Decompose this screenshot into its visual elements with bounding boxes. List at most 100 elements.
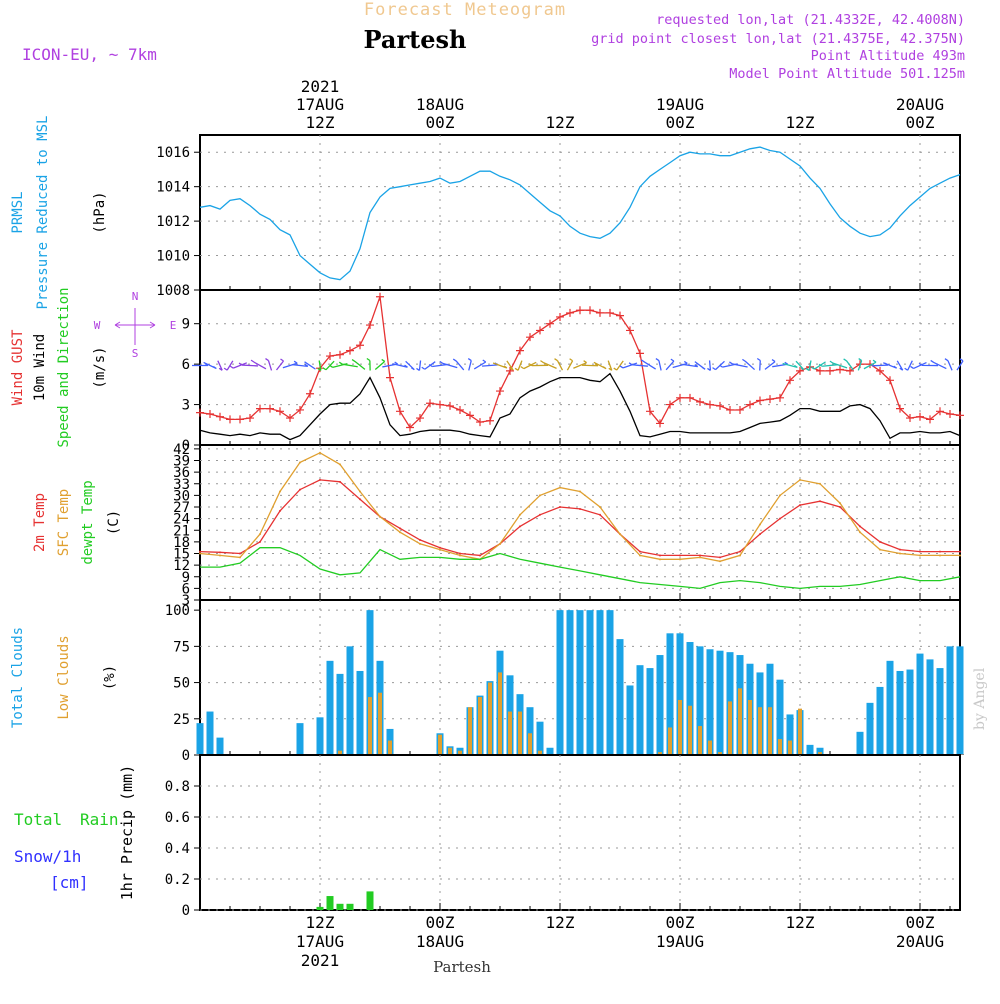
temperature-ytick-label: 6 — [182, 581, 190, 597]
top-date-label: 17AUG — [296, 95, 344, 114]
model-altitude: Model Point Altitude 501.125m — [729, 66, 965, 82]
wind-direction-arrow — [292, 363, 309, 367]
clouds-bar — [698, 726, 702, 755]
temperature-ytick-label: 12 — [173, 558, 190, 574]
wind-ytick-label: 0 — [182, 438, 190, 454]
wind-direction-arrow — [904, 360, 913, 371]
bottom-year-label: 2021 — [301, 951, 340, 970]
wind-axis-label: Wind GUST — [10, 329, 26, 405]
clouds-bar — [876, 686, 884, 755]
gust-marker — [926, 415, 934, 424]
temp-point — [339, 480, 341, 483]
temp-point — [579, 507, 581, 510]
temp-point — [719, 556, 721, 559]
wind-axis-label: Speed and Direction — [56, 287, 72, 447]
wind-direction-arrow — [282, 360, 298, 369]
wind-direction-arrow — [707, 360, 712, 372]
temperature-axis-label: SFC Temp — [56, 489, 72, 556]
gust-marker — [216, 412, 224, 421]
precip-bar — [336, 903, 344, 910]
temp-point — [879, 548, 881, 551]
temp-point — [219, 554, 221, 557]
wind-direction-arrow — [581, 363, 599, 367]
clouds-bar — [896, 670, 904, 755]
top-hour-label: 12Z — [306, 113, 335, 132]
temperature-ytick-label: 3 — [182, 593, 190, 609]
clouds-bar — [956, 646, 964, 755]
wind-ytick-label: 3 — [182, 398, 190, 414]
clouds-bar — [866, 702, 874, 755]
clouds-bar — [546, 747, 554, 755]
gust-marker — [516, 346, 524, 355]
gust-marker — [556, 312, 564, 321]
bottom-date-label: 19AUG — [656, 932, 704, 951]
gust-marker — [876, 366, 884, 375]
temp-point — [659, 558, 661, 561]
top-date-label: 20AUG — [896, 95, 944, 114]
wind-direction-arrow — [566, 358, 574, 371]
gust-marker — [196, 408, 204, 417]
gust-marker — [366, 321, 374, 330]
temperature-ytick-label: 36 — [173, 465, 190, 481]
pressure-ytick-label: 1012 — [156, 214, 190, 230]
wind-direction-arrow — [514, 360, 523, 371]
wind-direction-arrow — [863, 359, 877, 370]
temp-point — [759, 533, 761, 536]
clouds-bar — [526, 707, 534, 755]
gust-marker — [206, 410, 214, 418]
clouds-bar — [658, 752, 662, 755]
clouds-bar — [936, 668, 944, 755]
temp-point — [319, 478, 321, 481]
gust-marker — [566, 308, 574, 317]
gust-marker — [626, 326, 634, 335]
compass-north: N — [132, 290, 139, 303]
temp-point — [799, 504, 801, 507]
precip-ytick-label: 0.4 — [165, 841, 190, 857]
wind-ytick-label: 6 — [182, 357, 190, 373]
temperature-line-dewpt-temp — [200, 547, 961, 590]
clouds-bar — [816, 747, 824, 755]
clouds-bar — [656, 655, 664, 755]
gust-marker — [886, 376, 894, 385]
gust-marker — [256, 404, 264, 413]
top-hour-label: 00Z — [666, 113, 695, 132]
wind-direction-arrow — [729, 361, 748, 368]
gust-marker — [466, 411, 474, 420]
clouds-bar — [788, 740, 792, 755]
wind-direction-arrow — [857, 358, 863, 371]
clouds-bar — [686, 642, 694, 755]
temp-point — [559, 486, 561, 489]
model-label: ICON-EU, ~ 7km — [22, 45, 157, 64]
temp-point — [699, 556, 701, 559]
wind-direction-arrow — [217, 360, 223, 371]
temp-point — [279, 509, 281, 512]
clouds-ytick-label: 100 — [165, 603, 190, 619]
wind-direction-arrow — [805, 360, 812, 371]
precip-bar — [326, 896, 334, 910]
wind-direction-arrow — [619, 362, 638, 369]
precip-cm-label: [cm] — [50, 873, 89, 892]
gust-marker — [446, 401, 454, 410]
wind-direction-arrow — [918, 362, 939, 367]
temp-point — [279, 490, 281, 493]
top-date-label: 18AUG — [416, 95, 464, 114]
temp-point — [519, 525, 521, 528]
temp-point — [679, 558, 681, 561]
gust-marker — [246, 414, 254, 423]
bottom-date-label: 20AUG — [896, 932, 944, 951]
pressure-axis-label: PRMSL — [10, 191, 26, 233]
wind-direction-arrow — [452, 358, 465, 371]
temp-point — [599, 513, 601, 516]
wind-direction-arrow — [829, 360, 848, 369]
temp-point — [739, 554, 741, 557]
gust-marker — [596, 308, 604, 317]
temperature-ytick-label: 30 — [173, 488, 190, 504]
gust-marker — [646, 407, 654, 416]
temperature-ytick-label: 15 — [173, 547, 190, 563]
temp-point — [679, 554, 681, 557]
gust-marker — [496, 387, 504, 396]
wind-panel: 0 3 6 9 Wind GUST 10m Wind Speed and Direction… — [10, 287, 964, 454]
temp-point — [879, 540, 881, 543]
